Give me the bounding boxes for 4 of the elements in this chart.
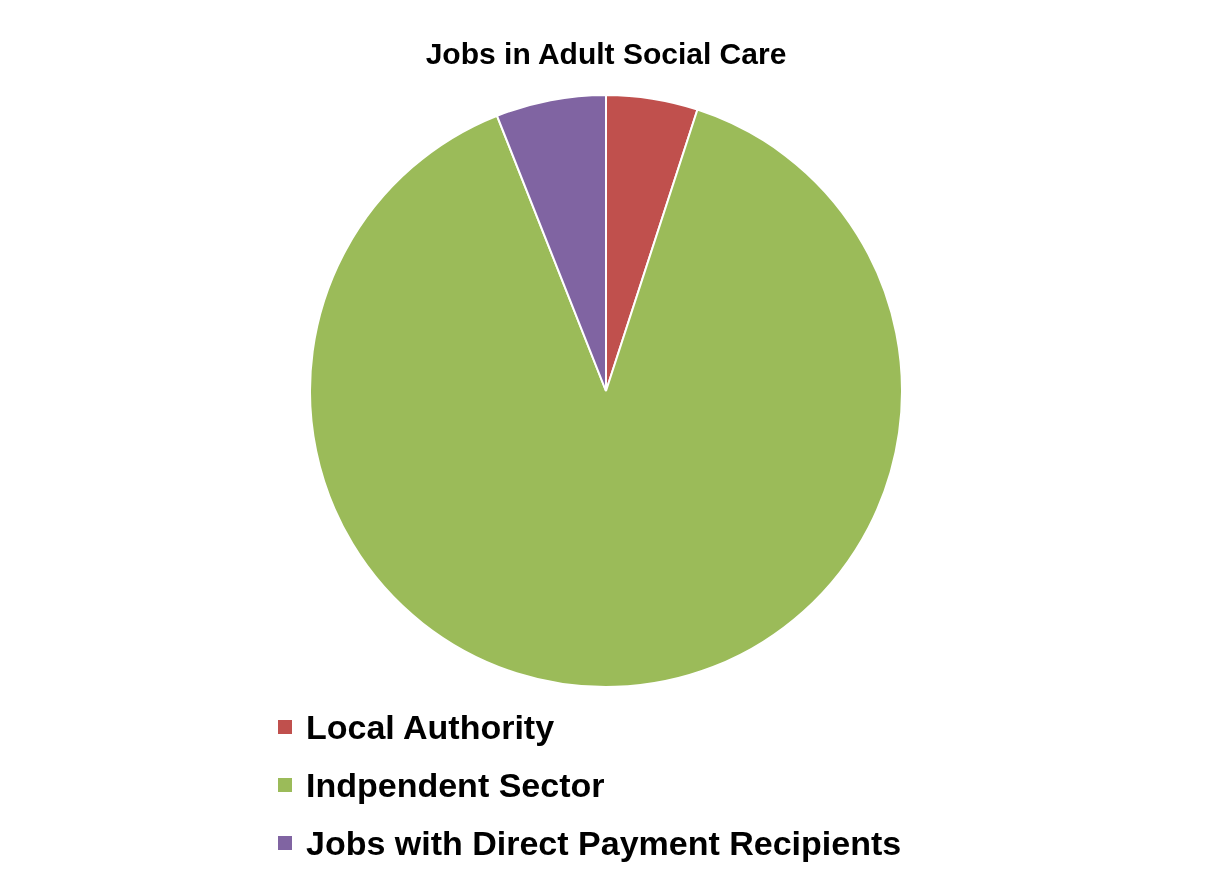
- legend-label: Indpendent Sector: [306, 765, 605, 805]
- legend-label: Local Authority: [306, 707, 555, 747]
- legend-label: Jobs with Direct Payment Recipients: [306, 823, 902, 863]
- chart-title: Jobs in Adult Social Care: [425, 37, 787, 71]
